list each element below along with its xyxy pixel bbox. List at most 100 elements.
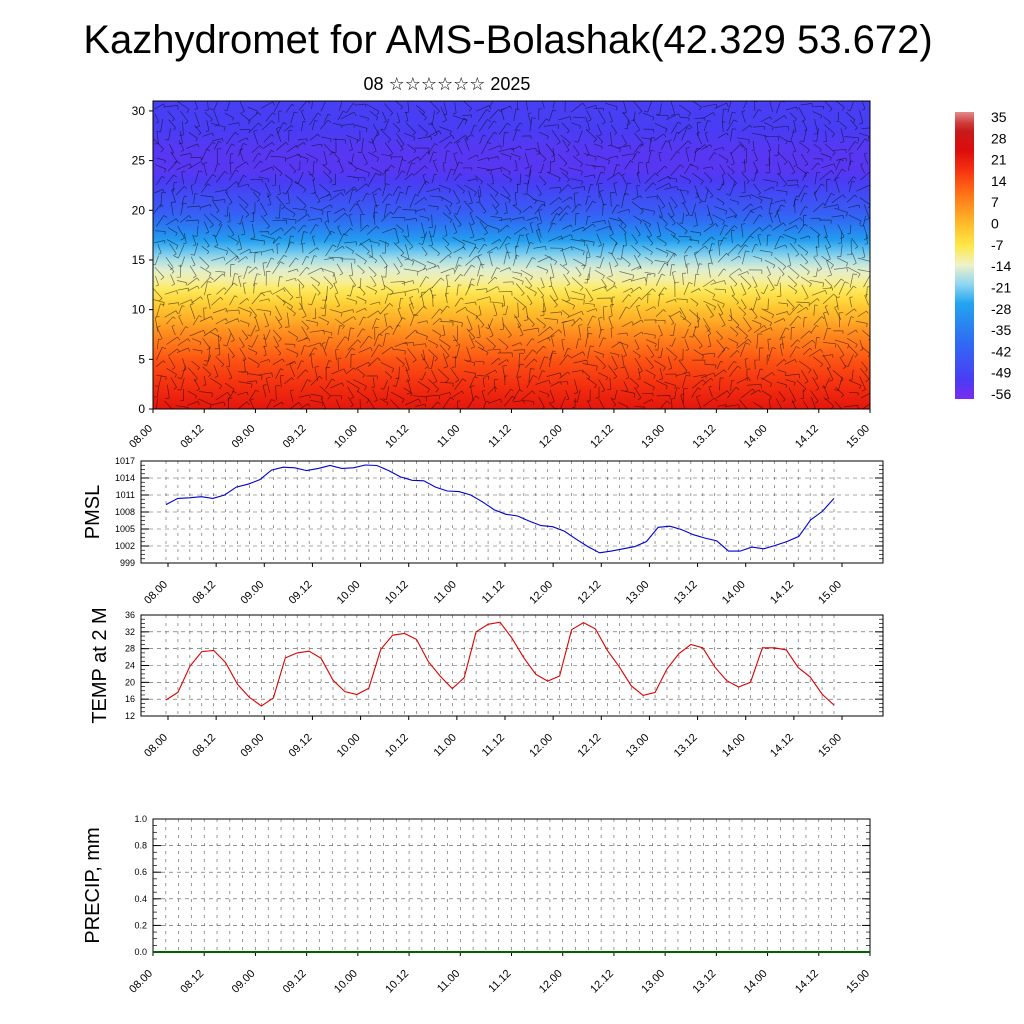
x-tick-label: 11.00 (435, 968, 462, 995)
x-tick-label: 14.12 (793, 968, 821, 996)
x-tick-label: 14.00 (742, 968, 770, 996)
wind-barb-row (154, 101, 866, 117)
section-y-tick-label: 10 (132, 303, 146, 317)
y-tick-label: 0.8 (134, 841, 147, 851)
x-tick-label: 13.00 (624, 579, 652, 607)
colorbar-label: -42 (991, 343, 1011, 359)
wind-barb-row (154, 177, 870, 199)
section-x-tick-label: 12.00 (537, 423, 565, 451)
x-tick-label: 15.00 (816, 579, 844, 607)
y-tick-label: 1011 (116, 490, 135, 500)
colorbar-label: -21 (991, 279, 1011, 295)
section-y-tick-label: 20 (132, 203, 146, 217)
section-x-tick-label: 10.00 (332, 423, 360, 451)
section-x-tick-label: 14.00 (742, 423, 770, 451)
temperature-field (153, 101, 870, 409)
section-x-tick-label: 11.12 (486, 423, 513, 450)
x-tick-label: 08.00 (142, 732, 170, 760)
y-tick-label: 28 (125, 644, 135, 654)
section-x-tick-label: 08.00 (127, 423, 155, 451)
precip-panel: 0.0 0.2 0.4 0.6 0.8 1.0 08.00 08.12 09.00 09.12 10… (82, 814, 872, 996)
wind-barb-row (154, 228, 868, 251)
section-y-tick-label: 30 (132, 104, 146, 118)
y-tick-label: 32 (125, 627, 135, 637)
x-tick-label: 13.12 (672, 579, 700, 607)
x-tick-label: 12.00 (527, 732, 555, 760)
wind-barb-row (156, 147, 869, 169)
wind-barb-row (154, 220, 869, 241)
x-tick-label: 15.00 (844, 968, 872, 996)
wind-barb-row (154, 126, 870, 148)
y-tick-label: 0.4 (134, 894, 147, 904)
y-tick-label: 999 (120, 558, 135, 568)
x-tick-label: 14.12 (768, 732, 796, 760)
x-tick-label: 13.00 (639, 968, 667, 996)
x-tick-label: 12.12 (575, 732, 603, 760)
section-y-tick-label: 0 (138, 402, 145, 416)
y-axis-title: PMSL (82, 485, 104, 539)
x-tick-label: 09.00 (238, 579, 266, 607)
wind-barb-row (155, 168, 870, 187)
x-tick-label: 14.12 (768, 579, 796, 607)
x-tick-label: 12.00 (527, 579, 555, 607)
x-tick-label: 09.12 (287, 579, 315, 607)
x-tick-label: 10.12 (383, 579, 411, 607)
colorbar-label: 28 (991, 130, 1007, 146)
wind-barb-row (153, 137, 869, 158)
x-tick-label: 09.12 (287, 732, 315, 760)
section-x-tick-label: 13.00 (639, 423, 667, 451)
x-tick-label: 10.12 (383, 968, 411, 996)
wind-barbs (153, 101, 870, 409)
section-x-tick-label: 09.00 (230, 423, 258, 451)
wind-barb-row (155, 157, 865, 178)
colorbar-label: -35 (991, 322, 1011, 338)
y-tick-label: 36 (125, 610, 135, 620)
x-tick-label: 12.12 (575, 579, 603, 607)
colorbar-label: 14 (991, 173, 1007, 189)
x-tick-label: 14.00 (720, 732, 748, 760)
colorbar-label: 35 (991, 109, 1007, 125)
colorbar-label: 7 (991, 194, 999, 210)
colorbar-label: -28 (991, 301, 1011, 317)
section-x-tick-label: 08.12 (178, 423, 206, 451)
x-tick-label: 15.00 (816, 732, 844, 760)
series-line (165, 621, 835, 707)
x-tick-label: 11.12 (480, 579, 507, 606)
section-y-tick-label: 15 (132, 253, 146, 267)
x-tick-label: 09.12 (281, 968, 309, 996)
wind-barb-row (155, 374, 866, 395)
y-tick-label: 0.6 (134, 867, 147, 877)
x-tick-label: 14.00 (720, 579, 748, 607)
section-x-tick-label: 15.00 (844, 423, 872, 451)
wind-barb-row (153, 199, 870, 221)
x-tick-label: 11.12 (486, 968, 513, 995)
colorbar-label: -7 (991, 237, 1004, 253)
y-tick-label: 16 (125, 694, 135, 704)
section-x-tick-label: 13.12 (691, 423, 719, 451)
section-y-tick-label: 5 (138, 352, 145, 366)
x-tick-label: 10.12 (383, 732, 411, 760)
y-tick-label: 20 (125, 677, 135, 687)
x-tick-label: 10.00 (335, 732, 363, 760)
x-tick-label: 08.12 (190, 579, 218, 607)
x-tick-label: 09.00 (230, 968, 258, 996)
y-tick-label: 12 (125, 711, 135, 721)
page-title: Kazhydromet for AMS-Bolashak(42.329 53.6… (83, 18, 933, 62)
wind-barb-row (156, 321, 870, 343)
x-tick-label: 12.00 (537, 968, 565, 996)
y-axis-title: TEMP at 2 M (89, 607, 111, 723)
temperature-colorbar: 35 28 21 14 7 0 -7 -14 -21 -28 -35 -42 -49 -56 (955, 109, 1011, 402)
x-tick-label: 13.00 (624, 732, 652, 760)
section-x-tick-label: 12.12 (588, 423, 616, 451)
y-tick-label: 0.2 (134, 920, 147, 930)
wind-barb-row (153, 281, 870, 303)
x-tick-label: 08.00 (127, 968, 155, 996)
colorbar-label: 21 (991, 152, 1007, 168)
y-tick-label: 1014 (115, 473, 135, 483)
wind-barb-row (155, 271, 870, 292)
pmsl-panel: 999 1002 1005 1008 1011 1014 1017 08.00 08.12 09.… (82, 456, 884, 607)
wind-barb-row (157, 332, 864, 353)
x-tick-label: 13.12 (672, 732, 700, 760)
x-tick-label: 12.12 (588, 968, 616, 996)
